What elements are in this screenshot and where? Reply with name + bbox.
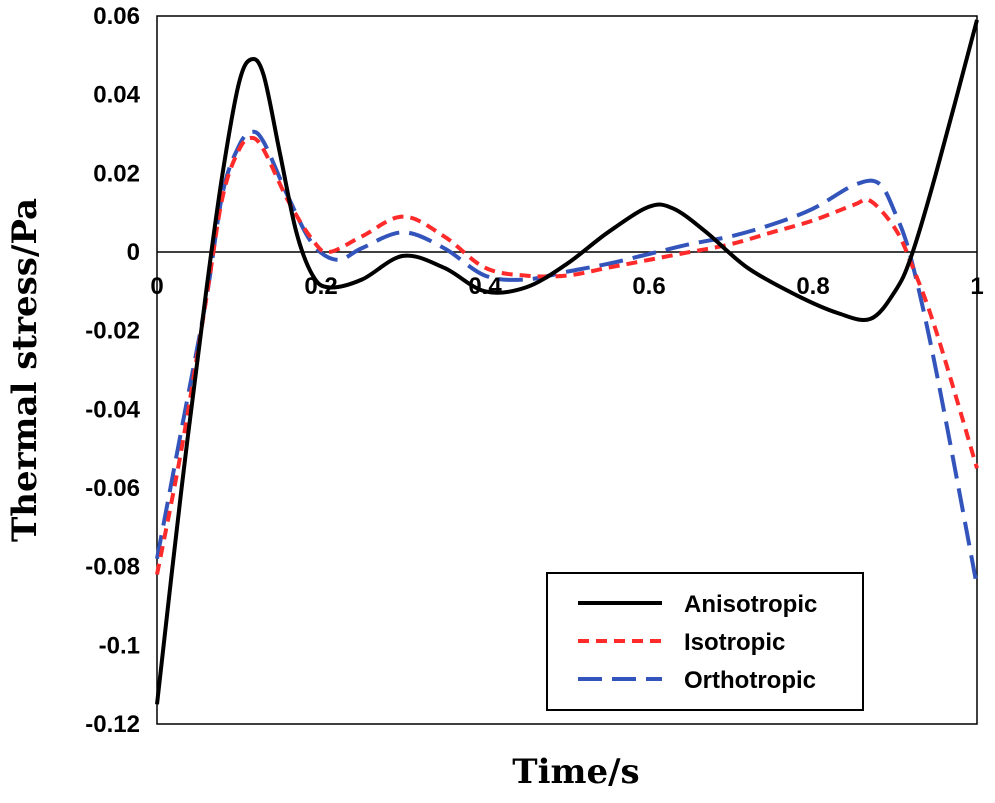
x-tick-label: 1 <box>970 273 983 300</box>
series-line-anisotropic <box>155 19 979 705</box>
x-tick-label: 0.2 <box>304 273 337 300</box>
plot-area-frame <box>156 15 978 725</box>
y-tick-label: -0.08 <box>85 554 140 581</box>
y-tick-label: 0 <box>127 239 140 266</box>
series-line-orthotropic <box>155 129 979 587</box>
x-tick-label: 0.6 <box>632 273 665 300</box>
y-tick-label: -0.12 <box>85 711 140 738</box>
legend-label-isotropic: Isotropic <box>684 629 785 656</box>
y-tick-label: 0.06 <box>93 3 140 30</box>
x-tick-label: 0.4 <box>468 273 502 300</box>
y-tick-label: -0.04 <box>85 396 140 423</box>
y-tick-label: -0.02 <box>85 318 140 345</box>
legend-label-anisotropic: Anisotropic <box>684 591 817 618</box>
y-tick-label: 0.02 <box>93 160 140 187</box>
x-axis-title: Time/s <box>512 752 639 792</box>
x-tick-label: 0.8 <box>796 273 829 300</box>
y-axis-title: Thermal stress/Pa <box>5 198 45 542</box>
y-tick-label: 0.04 <box>93 82 140 109</box>
y-tick-label: -0.1 <box>99 632 140 659</box>
y-tick-label: -0.06 <box>85 475 140 502</box>
y-tick-labels: 0.06 0.04 0.02 0 -0.02 -0.04 -0.06 -0.08 -0.1 -0.… <box>85 3 140 738</box>
legend-label-orthotropic: Orthotropic <box>684 667 816 694</box>
series-line-isotropic <box>155 135 979 575</box>
x-tick-labels: 0 0.2 0.4 0.6 0.8 1 <box>150 273 983 300</box>
legend: Anisotropic Isotropic Orthotropic <box>546 572 864 711</box>
x-tick-label: 0 <box>150 273 163 300</box>
series-group <box>155 19 979 705</box>
